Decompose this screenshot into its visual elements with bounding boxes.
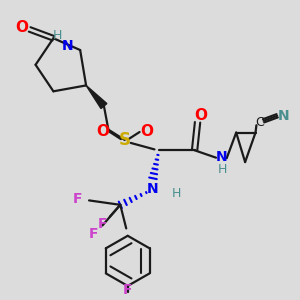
Polygon shape bbox=[86, 85, 107, 109]
Text: O: O bbox=[140, 124, 154, 139]
Text: N: N bbox=[62, 39, 74, 52]
Text: O: O bbox=[96, 124, 109, 139]
Text: H: H bbox=[53, 29, 62, 42]
Text: C: C bbox=[256, 116, 264, 129]
Text: N: N bbox=[146, 182, 158, 197]
Text: F: F bbox=[123, 283, 133, 297]
Text: O: O bbox=[194, 108, 207, 123]
Text: N: N bbox=[278, 109, 290, 123]
Text: H: H bbox=[172, 187, 182, 200]
Text: F: F bbox=[72, 192, 82, 206]
Text: S: S bbox=[119, 131, 131, 149]
Text: H: H bbox=[218, 163, 227, 176]
Text: N: N bbox=[215, 150, 227, 164]
Text: F: F bbox=[89, 227, 98, 241]
Text: O: O bbox=[16, 20, 29, 35]
Text: F: F bbox=[98, 217, 107, 231]
